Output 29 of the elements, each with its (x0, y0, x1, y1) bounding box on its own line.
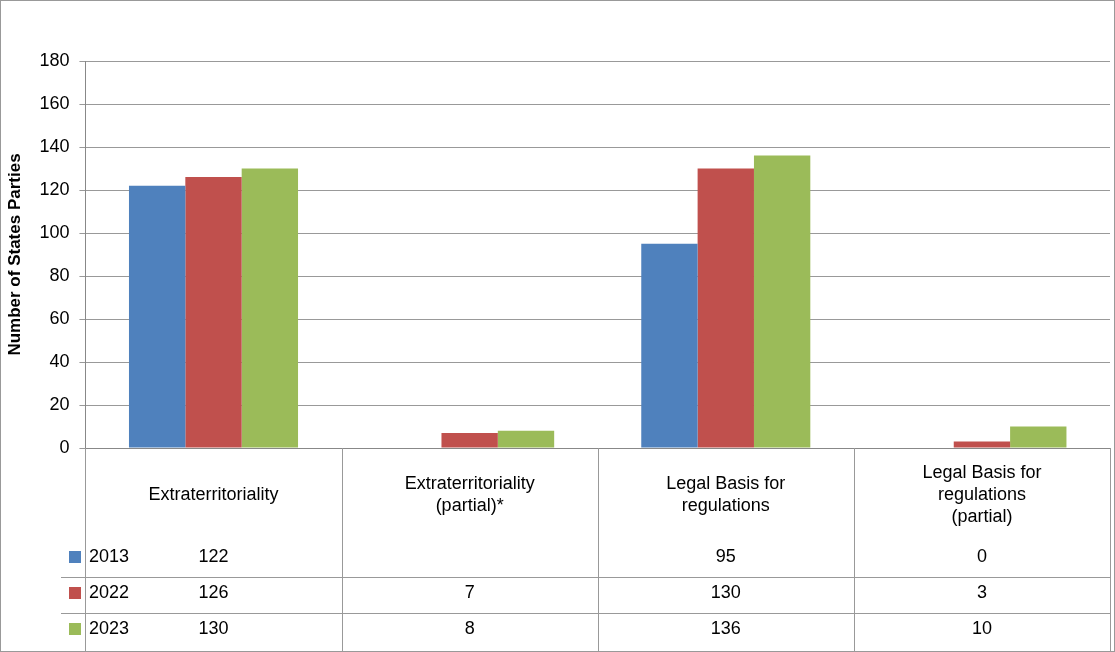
x-tick-label: Legal Basis for regulations (partial) (922, 461, 1042, 526)
data-label: 0 (976, 545, 987, 566)
y-tick-label: 160 (39, 92, 70, 113)
y-tick-label: 60 (49, 307, 70, 328)
data-label: 130 (198, 617, 229, 638)
data-label: 136 (710, 617, 741, 638)
y-axis-title: Number of States Parties (4, 153, 24, 356)
x-tick-label: Extraterritoriality (partial)* (404, 472, 535, 515)
y-tick-label: 0 (59, 436, 70, 457)
y-tick-label: 100 (39, 221, 70, 242)
legend-label: 2023 (89, 617, 130, 638)
y-tick-label: 180 (39, 49, 70, 70)
data-label: 130 (710, 581, 741, 602)
y-tick-label: 40 (49, 350, 70, 371)
x-tick-label: Extraterritoriality (148, 483, 279, 504)
legend-label: 2022 (89, 581, 130, 602)
y-tick-label: 120 (39, 178, 70, 199)
legend-label: 2013 (89, 545, 130, 566)
data-label: 7 (464, 581, 475, 602)
data-label: 95 (715, 545, 736, 566)
x-tick-label: Legal Basis for regulations (666, 472, 786, 515)
y-tick-label: 80 (49, 264, 70, 285)
data-label: 126 (198, 581, 229, 602)
data-label: 3 (976, 581, 987, 602)
data-label: 8 (464, 617, 475, 638)
data-label: 10 (971, 617, 992, 638)
y-tick-label: 140 (39, 135, 70, 156)
y-tick-label: 20 (49, 393, 70, 414)
data-label: 122 (198, 545, 229, 566)
